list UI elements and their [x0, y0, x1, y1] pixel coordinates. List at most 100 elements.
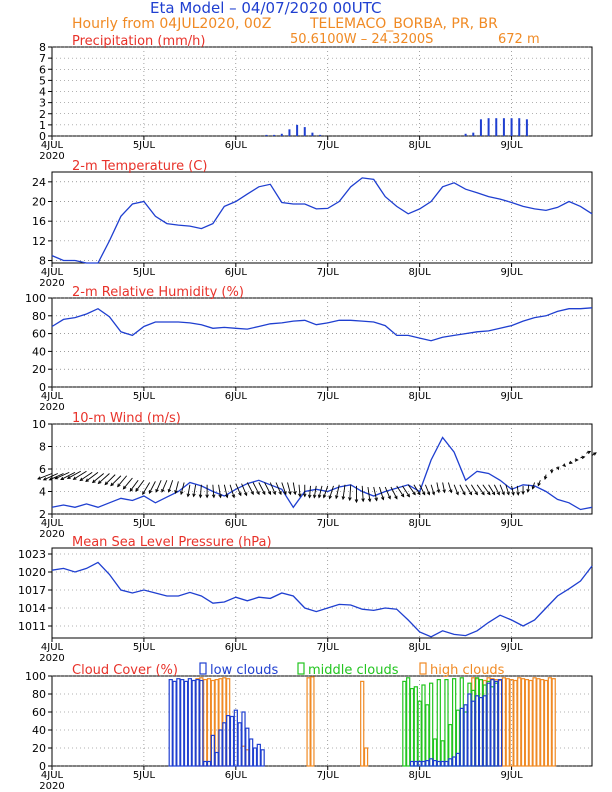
cloud-bar-low-clouds — [199, 679, 204, 767]
wind-vector — [323, 485, 329, 498]
rh-panel: 0 20 40 60 80 100 4JUL 5JUL 6JUL 7JUL 8JUL 9JUL 2020… — [25, 285, 593, 413]
wind-vector — [424, 484, 430, 495]
chart-title: Eta Model – 04/07/2020 00UTC — [150, 0, 381, 17]
wind-vector-head — [218, 494, 222, 499]
clouds-xtick-label: 9JUL — [500, 770, 523, 781]
wind-vector — [499, 484, 505, 495]
wind-vector — [193, 484, 197, 497]
wind-xtick-label: 8JUL — [409, 518, 432, 529]
cloud-bar-low-clouds — [226, 714, 231, 767]
wind-vector-head — [496, 491, 500, 496]
cloud-bar-low-clouds — [429, 758, 434, 767]
wind-vector — [85, 472, 99, 482]
wind-xtick-label: 9JUL — [500, 518, 523, 529]
wind-vector-head — [506, 491, 510, 496]
precip-ytick-label: 8 — [39, 41, 46, 54]
wind-vector-head — [341, 496, 346, 501]
cloud-bar-low-clouds — [222, 722, 227, 767]
wind-vector — [149, 481, 156, 494]
wind-vector — [275, 482, 282, 495]
temp-series-line — [51, 177, 593, 264]
legend-label-high-clouds: high clouds — [430, 663, 505, 678]
cloud-bar-low-clouds — [459, 707, 464, 767]
wind-vector-head — [361, 498, 365, 503]
cloud-bar-low-clouds — [482, 695, 487, 767]
wind-vector-head — [60, 476, 64, 481]
temp-xtick-label: 6JUL — [225, 267, 248, 278]
cloud-bar-low-clouds — [409, 760, 415, 767]
wind-vector — [142, 482, 151, 495]
wind-vector — [55, 471, 70, 480]
wind-vector — [396, 485, 405, 497]
wind-vector — [516, 485, 519, 495]
clouds-xtick-label: 6JUL — [225, 770, 248, 781]
wind-vector — [281, 482, 287, 495]
cloud-bar-middle-clouds — [402, 680, 407, 767]
cloud-bar-low-clouds — [413, 760, 418, 767]
wind-vector-head — [400, 493, 405, 498]
rh-xtick-label: 8JUL — [409, 391, 432, 402]
wind-vector — [379, 486, 384, 500]
mslp-ytick-label: 1023 — [18, 548, 46, 561]
precip-bar — [510, 118, 513, 136]
wind-vector — [292, 482, 296, 495]
wind-vector — [73, 470, 87, 480]
wind-vector-head — [481, 491, 485, 496]
wind-vector-head — [250, 491, 254, 496]
wind-vector — [37, 473, 53, 480]
wind-vector-head — [328, 495, 332, 500]
wind-vector-head — [267, 491, 272, 496]
wind-vector — [258, 482, 266, 495]
mslp-ytick-label: 1017 — [18, 584, 46, 597]
cloud-bar-low-clouds — [203, 760, 208, 767]
cloud-bar-low-clouds — [256, 743, 261, 767]
temp-ytick-label: 24 — [32, 176, 46, 189]
cloud-bar-low-clouds — [252, 747, 258, 767]
clouds-ytick-label: 20 — [32, 742, 46, 755]
wind-vector-head — [550, 469, 554, 474]
clouds-ytick-label: 80 — [32, 688, 46, 701]
mslp-xtick-label: 4JUL — [41, 642, 64, 653]
precip-bar — [487, 118, 490, 136]
wind-vector — [470, 484, 478, 495]
wind-vector-head — [198, 494, 203, 499]
wind-vector-head — [521, 491, 525, 496]
wind-vector-head — [431, 491, 436, 496]
wind-vector-head — [537, 482, 541, 487]
cloud-bar-low-clouds — [210, 734, 215, 767]
clouds-xtick-label: 4JUL — [41, 770, 64, 781]
wind-vector-head — [555, 466, 560, 471]
wind-vector-head — [66, 475, 71, 479]
precip-ytick-label: 3 — [39, 97, 46, 110]
cloud-bar-low-clouds — [214, 751, 219, 767]
wind-vector-head — [516, 491, 520, 496]
precip-bar — [311, 132, 314, 136]
wind-vector-head — [491, 491, 496, 496]
wind-vector-head — [303, 493, 307, 498]
mslp-xtick-label: 5JUL — [133, 642, 156, 653]
wind-vector-head — [367, 498, 372, 503]
wind-series-line — [51, 436, 593, 511]
wind-vector — [212, 484, 215, 498]
wind-vector-head — [117, 483, 121, 488]
wind-vector-head — [122, 485, 127, 490]
precip-bar — [288, 129, 291, 136]
cloud-bar-low-clouds — [471, 700, 476, 767]
wind-vector — [67, 470, 81, 479]
wind-vector-head — [272, 491, 276, 496]
wind-vector — [123, 477, 133, 490]
cloud-bar-high-clouds — [501, 677, 507, 767]
clouds-title: Cloud Cover (%) — [72, 663, 178, 678]
cloud-bar-low-clouds — [229, 715, 235, 767]
mslp-xtick-label: 9JUL — [500, 642, 523, 653]
wind-vector-head — [380, 496, 385, 501]
wind-vector — [413, 484, 421, 495]
cloud-bar-low-clouds — [451, 756, 457, 767]
wind-vector — [335, 484, 340, 499]
mslp-frame — [51, 547, 593, 639]
mslp-series-line — [51, 561, 593, 638]
mslp-ytick-label: 1020 — [18, 566, 46, 579]
wind-vector — [436, 482, 440, 493]
precip-xtick-label: 5JUL — [133, 140, 156, 151]
